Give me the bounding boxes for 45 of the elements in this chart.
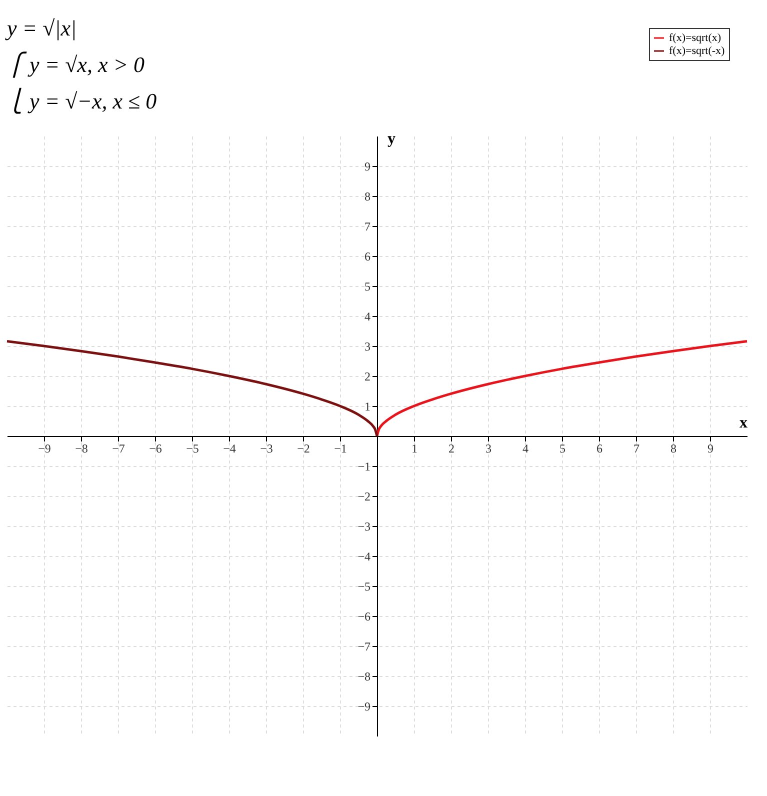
x-tick-label: −3 [260, 442, 273, 456]
x-tick-label: 6 [596, 442, 602, 456]
x-tick-label: −6 [149, 442, 162, 456]
y-tick-label: −8 [358, 670, 370, 684]
text: ⎧ y = √x, x > 0 [7, 51, 145, 78]
y-tick-label: −5 [358, 580, 370, 594]
line-series [6, 340, 378, 438]
x-tick-label: −5 [186, 442, 199, 456]
y-tick-label: 9 [364, 160, 370, 174]
y-tick-label: 4 [364, 310, 370, 324]
x-tick-label: 8 [670, 442, 676, 456]
y-tick-label: 2 [364, 370, 370, 384]
y-tick-label: −1 [358, 460, 370, 474]
x-tick-label: −8 [75, 442, 88, 456]
x-tick-label: −7 [112, 442, 125, 456]
x-tick-label: 9 [708, 442, 714, 456]
y-tick-label: −2 [358, 490, 370, 504]
legend-label: f(x)=sqrt(-x) [669, 45, 726, 57]
y-tick-label: −9 [358, 700, 370, 714]
y-tick-label: 8 [364, 190, 370, 204]
x-tick-label: −2 [297, 442, 310, 456]
x-tick-label: 3 [486, 442, 492, 456]
y-tick-label: −7 [358, 640, 370, 654]
y-tick-label: 6 [364, 250, 370, 264]
x-tick-label: 7 [634, 442, 640, 456]
y-tick-label: −3 [358, 520, 370, 534]
x-tick-label: 5 [560, 442, 566, 456]
line-series [376, 340, 748, 438]
text: ⎩ y = √−x, x ≤ 0 [7, 88, 157, 115]
y-tick-label: 5 [364, 280, 370, 294]
x-tick-label: −1 [334, 442, 347, 456]
y-tick-label: 1 [364, 400, 370, 414]
y-tick-label: 7 [364, 220, 370, 234]
y-tick-label: −6 [358, 610, 370, 624]
x-tick-label: 4 [522, 442, 528, 456]
text: y = √|x| [5, 15, 77, 40]
legend-label: f(x)=sqrt(x) [669, 32, 722, 44]
x-tick-label: −4 [223, 442, 236, 456]
x-axis-title: x [740, 414, 748, 432]
y-axis-title: y [388, 130, 396, 148]
x-tick-label: 2 [448, 442, 454, 456]
x-tick-label: −9 [38, 442, 51, 456]
y-tick-label: 3 [364, 340, 370, 354]
y-tick-label: −4 [358, 550, 370, 564]
x-tick-label: 1 [412, 442, 418, 456]
